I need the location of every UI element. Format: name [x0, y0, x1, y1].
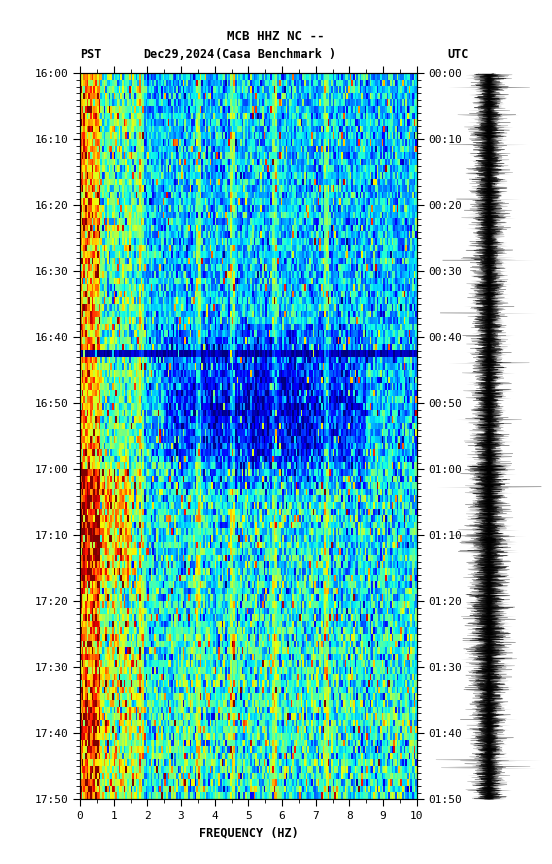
- Text: PST: PST: [80, 48, 102, 61]
- Text: UTC: UTC: [448, 48, 469, 61]
- X-axis label: FREQUENCY (HZ): FREQUENCY (HZ): [199, 827, 298, 840]
- Text: Dec29,2024: Dec29,2024: [144, 48, 215, 61]
- Text: MCB HHZ NC --: MCB HHZ NC --: [227, 29, 325, 43]
- Text: (Casa Benchmark ): (Casa Benchmark ): [215, 48, 337, 61]
